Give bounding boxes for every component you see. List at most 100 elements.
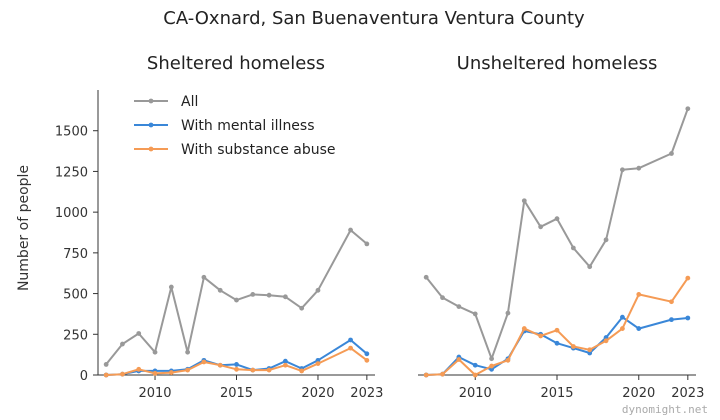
data-point-all bbox=[440, 295, 445, 301]
data-point-with-substance-abuse bbox=[472, 372, 478, 378]
legend-label-with-substance-abuse: With substance abuse bbox=[181, 142, 336, 158]
data-point-all bbox=[315, 287, 321, 293]
data-point-all bbox=[570, 245, 576, 251]
legend: All With mental illness With substance abu… bbox=[134, 94, 336, 158]
legend-marker-all bbox=[148, 98, 154, 104]
data-point-with-substance-abuse bbox=[217, 362, 223, 368]
data-point-all bbox=[152, 349, 158, 355]
legend-marker-with-substance-abuse bbox=[148, 146, 154, 152]
y-tick-label: 750 bbox=[63, 247, 88, 262]
data-point-all bbox=[456, 304, 462, 309]
data-point-all bbox=[636, 165, 642, 171]
data-point-with-mental-illness bbox=[669, 317, 674, 323]
data-point-with-substance-abuse bbox=[620, 326, 625, 331]
series-line-with-mental-illness bbox=[426, 316, 688, 376]
data-point-all bbox=[489, 356, 494, 362]
data-point-all bbox=[423, 274, 429, 280]
data-point-all bbox=[201, 274, 207, 280]
x-tick-label: 2010 bbox=[459, 386, 492, 401]
data-point-all bbox=[120, 341, 125, 347]
data-point-with-substance-abuse bbox=[348, 345, 353, 351]
data-point-all bbox=[348, 227, 353, 233]
data-point-with-mental-illness bbox=[554, 340, 560, 346]
data-point-with-substance-abuse bbox=[315, 361, 321, 366]
y-tick-label: 1250 bbox=[55, 165, 88, 180]
x-tick-label: 2020 bbox=[301, 386, 334, 401]
data-point-with-mental-illness bbox=[234, 362, 239, 367]
data-point-with-mental-illness bbox=[620, 314, 625, 320]
data-point-all bbox=[282, 294, 288, 300]
y-tick-label: 500 bbox=[63, 288, 88, 303]
data-point-with-substance-abuse bbox=[103, 372, 109, 378]
data-point-with-substance-abuse bbox=[456, 357, 462, 362]
data-point-with-substance-abuse bbox=[201, 359, 207, 365]
y-tick-label: 1000 bbox=[55, 206, 88, 221]
data-point-with-substance-abuse bbox=[120, 371, 125, 377]
panel-sheltered: 2010 2015 2020 2023 0 250 500 750 1000 1250 1500 bbox=[55, 90, 383, 401]
data-point-all bbox=[217, 287, 223, 293]
data-point-with-mental-illness bbox=[472, 362, 478, 368]
data-point-with-substance-abuse bbox=[364, 357, 370, 363]
x-tick-label: 2020 bbox=[622, 386, 655, 401]
data-point-with-substance-abuse bbox=[636, 291, 642, 297]
data-point-all bbox=[538, 224, 544, 230]
data-point-all bbox=[472, 311, 478, 317]
panel-unsheltered: 2010 2015 2020 2023 bbox=[418, 106, 704, 401]
data-point-with-substance-abuse bbox=[603, 338, 609, 344]
data-point-all bbox=[685, 106, 691, 112]
data-point-all bbox=[669, 151, 674, 156]
data-point-with-mental-illness bbox=[282, 358, 288, 364]
data-point-with-substance-abuse bbox=[282, 362, 288, 368]
series-line-all bbox=[105, 229, 368, 366]
legend-label-all: All bbox=[181, 94, 198, 110]
data-point-all bbox=[521, 198, 527, 204]
data-point-all bbox=[620, 167, 625, 173]
x-tick-label: 2010 bbox=[138, 386, 171, 401]
data-point-with-substance-abuse bbox=[185, 367, 191, 373]
chart-title: CA-Oxnard, San Buenaventura Ventura Coun… bbox=[163, 8, 585, 29]
data-point-with-substance-abuse bbox=[505, 357, 511, 363]
data-point-with-substance-abuse bbox=[136, 366, 142, 372]
data-point-with-substance-abuse bbox=[440, 371, 445, 377]
data-point-all bbox=[136, 331, 142, 336]
data-point-with-substance-abuse bbox=[489, 363, 494, 369]
series-line-with-substance-abuse bbox=[426, 277, 689, 376]
data-point-with-substance-abuse bbox=[685, 275, 691, 281]
data-point-all bbox=[299, 305, 305, 311]
data-point-all bbox=[185, 349, 191, 355]
legend-marker-with-mental-illness bbox=[148, 122, 154, 128]
data-point-all bbox=[554, 216, 560, 222]
y-tick-label: 1500 bbox=[55, 125, 88, 140]
data-point-all bbox=[266, 292, 272, 298]
data-point-with-mental-illness bbox=[348, 337, 353, 343]
x-tick-label: 2023 bbox=[350, 386, 383, 401]
data-point-with-substance-abuse bbox=[538, 333, 544, 339]
data-point-all bbox=[587, 264, 593, 270]
series-line-with-substance-abuse bbox=[106, 347, 368, 376]
data-point-with-mental-illness bbox=[636, 326, 642, 331]
data-point-with-substance-abuse bbox=[669, 299, 674, 305]
data-point-with-substance-abuse bbox=[570, 344, 576, 349]
y-tick-label: 250 bbox=[63, 328, 88, 343]
data-point-with-mental-illness bbox=[364, 351, 370, 357]
y-tick-label: 0 bbox=[80, 369, 88, 384]
data-point-with-substance-abuse bbox=[234, 366, 239, 372]
data-point-with-substance-abuse bbox=[250, 367, 256, 373]
data-point-with-substance-abuse bbox=[152, 370, 158, 376]
data-point-all bbox=[168, 284, 174, 290]
data-point-with-substance-abuse bbox=[266, 367, 272, 373]
series-line-all bbox=[425, 108, 689, 360]
data-point-with-substance-abuse bbox=[168, 370, 174, 375]
data-point-with-substance-abuse bbox=[521, 326, 527, 331]
panel-title-unsheltered: Unsheltered homeless bbox=[457, 53, 658, 74]
data-point-with-substance-abuse bbox=[554, 327, 560, 333]
legend-label-with-mental-illness: With mental illness bbox=[181, 118, 315, 134]
data-point-all bbox=[250, 291, 256, 297]
y-axis-label: Number of people bbox=[16, 165, 32, 291]
data-point-all bbox=[505, 310, 511, 316]
x-tick-label: 2023 bbox=[671, 386, 704, 401]
data-point-all bbox=[234, 297, 239, 303]
data-point-with-substance-abuse bbox=[299, 368, 305, 374]
data-point-with-mental-illness bbox=[685, 315, 691, 321]
